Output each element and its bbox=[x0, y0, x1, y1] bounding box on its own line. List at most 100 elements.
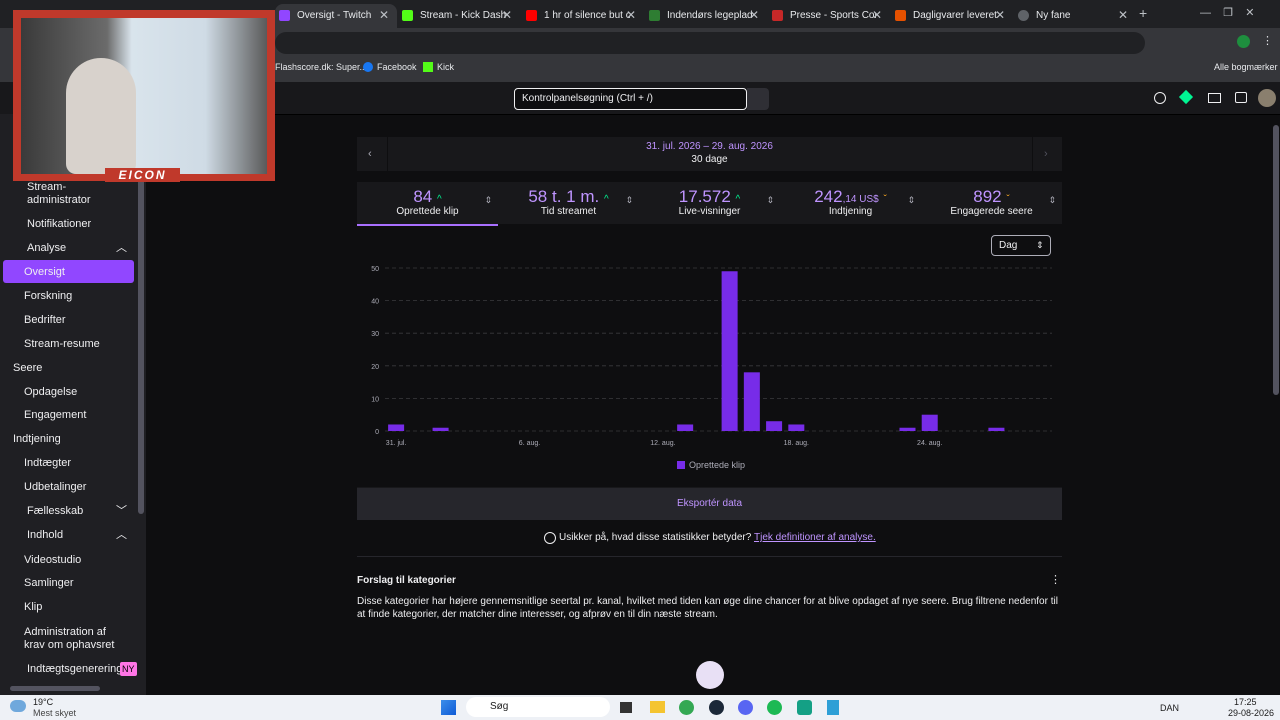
stat-value: 892 bbox=[973, 187, 1002, 206]
tab[interactable]: Presse - Sports Conn✕ bbox=[768, 4, 890, 28]
tab-title: Oversigt - Twitch bbox=[297, 10, 372, 21]
app-icon[interactable] bbox=[738, 700, 753, 715]
horizontal-scrollbar[interactable] bbox=[10, 686, 100, 691]
expand-icon[interactable]: ﹀ bbox=[116, 505, 127, 517]
help-link[interactable]: Tjek definitioner af analyse. bbox=[754, 532, 876, 543]
nav-group: Seere bbox=[13, 362, 43, 374]
export-button[interactable]: Eksportér data bbox=[357, 488, 1062, 520]
stat-value: 17.572 bbox=[678, 187, 731, 206]
bar bbox=[721, 271, 738, 431]
bookmark[interactable]: Kick bbox=[437, 62, 455, 72]
all-bookmarks[interactable]: Alle bogmærker bbox=[1214, 62, 1278, 72]
nav-item[interactable]: Videostudio bbox=[24, 554, 82, 566]
date-range[interactable]: 31. jul. 2026 – 29. aug. 2026 bbox=[646, 141, 773, 152]
nav-item[interactable]: Samlinger bbox=[24, 577, 74, 589]
app-icon[interactable] bbox=[709, 700, 724, 715]
tab[interactable]: Dagligvarer leveret fr ✕ bbox=[891, 4, 1013, 28]
tab[interactable]: 1 hr of silence but o ✕ bbox=[522, 4, 644, 28]
nav-item[interactable]: Notifikationer bbox=[27, 218, 92, 230]
nav-item[interactable]: krav om ophavsret bbox=[24, 639, 115, 651]
nav-item[interactable]: Administration af bbox=[24, 626, 106, 638]
nav-item[interactable]: administrator bbox=[27, 194, 91, 206]
profile-icon[interactable] bbox=[1237, 35, 1250, 48]
bookmark[interactable]: Flashscore.dk: Super... bbox=[275, 62, 368, 72]
prev-button[interactable]: ‹ bbox=[357, 137, 388, 171]
divider bbox=[357, 556, 1062, 557]
address-bar[interactable] bbox=[275, 32, 1145, 54]
help-icon[interactable] bbox=[1154, 92, 1166, 104]
tab-title: Indendørs legeplads bbox=[667, 10, 753, 21]
bar bbox=[388, 424, 405, 431]
sidebar-scrollbar[interactable] bbox=[138, 124, 144, 514]
nav-section[interactable]: Analyse bbox=[27, 242, 67, 254]
nav-item[interactable]: Engagement bbox=[24, 409, 87, 421]
stat-tab[interactable]: 58 t. 1 m. ^ Tid streamet ⇕ bbox=[498, 182, 639, 224]
interval-select[interactable]: Dag ⇕ bbox=[991, 235, 1051, 256]
inbox-icon[interactable] bbox=[1208, 93, 1221, 103]
tab[interactable]: Indendørs legeplads ✕ bbox=[645, 4, 767, 28]
nav-section[interactable]: Indtægtsgenerering bbox=[27, 663, 123, 675]
nav-item[interactable]: Stream-resume bbox=[24, 338, 100, 350]
app-icon[interactable] bbox=[797, 700, 812, 715]
tab[interactable]: Oversigt - Twitch ✕ bbox=[275, 4, 397, 28]
x-tick-label: 18. aug. bbox=[784, 440, 809, 447]
bookmark[interactable]: Facebook bbox=[377, 62, 417, 72]
clock-date[interactable]: 29-08-2026 bbox=[1228, 708, 1275, 718]
new-tab-button[interactable]: + bbox=[1139, 5, 1148, 21]
next-button[interactable]: › bbox=[1032, 137, 1063, 171]
bar bbox=[743, 372, 760, 431]
date-days: 30 dage bbox=[691, 154, 728, 165]
search-placeholder: Kontrolpanelsøgning (Ctrl + /) bbox=[522, 93, 653, 104]
bar-chart: 0 10 20 30 40 50 31. jul. 6. aug. 12. aug. 18. au… bbox=[371, 266, 1052, 470]
webcam-label: EICON bbox=[105, 168, 180, 182]
search-box[interactable]: Kontrolpanelsøgning (Ctrl + /) bbox=[514, 88, 747, 110]
taskbar-search-label: Søg bbox=[490, 701, 509, 712]
crown-icon[interactable] bbox=[1178, 89, 1194, 105]
tab[interactable]: Ny fane ✕ bbox=[1014, 4, 1136, 28]
stat-tab[interactable]: 17.572 ^ Live-visninger ⇕ bbox=[639, 182, 780, 224]
interval-value: Dag bbox=[999, 240, 1018, 251]
clock-time[interactable]: 17:25 bbox=[1234, 697, 1257, 707]
tab[interactable]: Stream - Kick Dashbo✕ bbox=[398, 4, 520, 28]
temperature[interactable]: 19°C bbox=[33, 697, 54, 707]
nav-item[interactable]: Klip bbox=[24, 601, 43, 613]
nav-item[interactable]: Forskning bbox=[24, 290, 73, 302]
app-icon[interactable] bbox=[679, 700, 694, 715]
avatar[interactable] bbox=[1258, 89, 1276, 107]
loading-mascot bbox=[696, 661, 724, 689]
bar bbox=[677, 424, 694, 431]
search-button[interactable] bbox=[747, 88, 769, 110]
collapse-icon[interactable]: ︿ bbox=[116, 242, 127, 254]
window-controls[interactable]: — ❐ ✕ bbox=[1200, 7, 1255, 19]
menu-icon[interactable]: ⋮ bbox=[1262, 35, 1273, 47]
stat-tab[interactable]: 84 ^ Oprettede klip ⇕ bbox=[357, 182, 498, 226]
stat-tab[interactable]: 892 ˇ Engagerede seere ⇕ bbox=[921, 182, 1062, 224]
stat-label: Indtjening bbox=[828, 206, 873, 217]
nav-item[interactable]: Bedrifter bbox=[24, 314, 66, 326]
nav-item[interactable]: Udbetalinger bbox=[24, 481, 87, 493]
input-language[interactable]: DAN bbox=[1160, 703, 1180, 713]
nav-item[interactable]: Opdagelse bbox=[24, 386, 78, 398]
nav-item[interactable]: Indtægter bbox=[24, 457, 72, 469]
taskbar-search[interactable]: Søg bbox=[466, 697, 610, 717]
app-icon[interactable] bbox=[827, 700, 839, 715]
tab-title: 1 hr of silence but o bbox=[544, 10, 630, 21]
page-scrollbar[interactable] bbox=[1273, 125, 1279, 395]
start-button[interactable] bbox=[441, 700, 456, 715]
app-icon[interactable] bbox=[620, 702, 632, 713]
sidebar: Stream- administrator Notifikationer Ana… bbox=[0, 114, 146, 695]
app-icon[interactable] bbox=[650, 701, 665, 713]
date-range-bar: ‹ 31. jul. 2026 – 29. aug. 2026 30 dage … bbox=[357, 137, 1062, 171]
x-tick-label: 6. aug. bbox=[519, 440, 540, 447]
more-menu[interactable]: ⋮ bbox=[1050, 574, 1061, 586]
stat-tab[interactable]: 242,14 US$ ˇ Indtjening ⇕ bbox=[780, 182, 921, 224]
tab-title: Stream - Kick Dashbo bbox=[420, 10, 506, 21]
app-icon[interactable] bbox=[767, 700, 782, 715]
whispers-icon[interactable] bbox=[1235, 92, 1247, 103]
bar bbox=[766, 421, 783, 431]
nav-section[interactable]: Indhold bbox=[27, 529, 64, 541]
collapse-icon[interactable]: ︿ bbox=[116, 529, 127, 541]
nav-item[interactable]: Stream- bbox=[27, 181, 67, 193]
nav-item[interactable]: Oversigt bbox=[24, 266, 65, 278]
nav-section[interactable]: Fællesskab bbox=[27, 505, 84, 517]
